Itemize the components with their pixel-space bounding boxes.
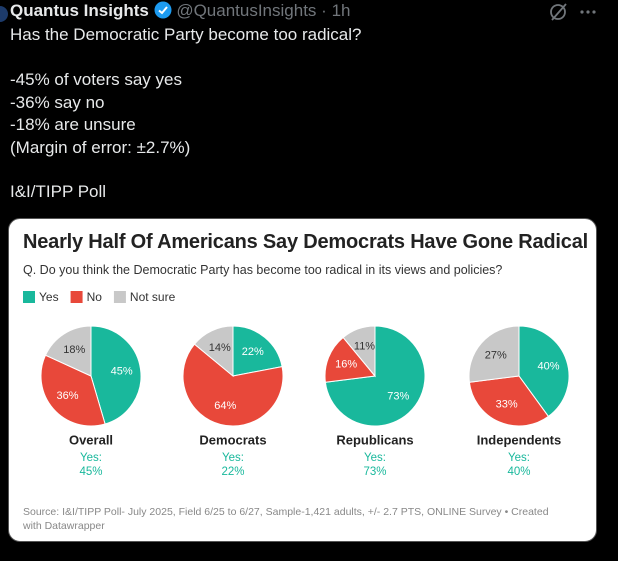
pie-name: Republicans: [336, 432, 413, 447]
tweet-text: I&I/TIPP Poll: [10, 182, 107, 201]
separator: ·: [321, 1, 327, 20]
grok-icon[interactable]: [550, 3, 567, 21]
summary-value: 73%: [363, 466, 386, 478]
slice-label: 11%: [354, 341, 375, 353]
summary-prefix: Yes:: [80, 452, 102, 464]
header-icons: [0, 3, 596, 22]
slice-label: 33%: [496, 398, 518, 410]
pie-name: Overall: [69, 432, 113, 447]
summary-value: 22%: [221, 466, 244, 478]
timestamp[interactable]: 1h: [331, 1, 351, 20]
avatar[interactable]: [0, 6, 8, 22]
tweet-header: Quantus Insights @QuantusInsights · 1h: [10, 1, 350, 21]
tweet-text: -36% say no: [10, 93, 105, 112]
tweet-text: -45% of voters say yes: [10, 70, 182, 89]
slice-label: 27%: [485, 349, 507, 361]
slice-label: 64%: [214, 400, 236, 412]
author-handle[interactable]: @QuantusInsights: [176, 1, 317, 20]
pie-slice: [468, 325, 520, 383]
pie-slice: [44, 325, 92, 377]
pie-name: Democrats: [199, 432, 266, 447]
tweet-text: -18% are unsure: [10, 115, 136, 134]
chart-source: Source: I&I/TIPP Poll- July 2025, Field …: [23, 506, 549, 532]
legend-swatch: [70, 291, 83, 303]
slice-label: 73%: [387, 390, 409, 402]
legend-label: No: [87, 290, 103, 304]
pie-slice: [90, 325, 142, 425]
summary-value: 40%: [507, 466, 530, 478]
author-name[interactable]: Quantus Insights: [10, 1, 149, 20]
legend-swatch: [23, 291, 35, 303]
pie-slice: [468, 375, 550, 427]
chart-subtitle: Q. Do you think the Democratic Party has…: [23, 263, 503, 277]
slice-label: 22%: [242, 346, 264, 358]
tweet-text: Has the Democratic Party become too radi…: [10, 25, 362, 44]
chart: Yes No Not sure 45% 36% 18% Overall Yes: 45% 22% 6…: [23, 290, 570, 478]
tweet-text: (Margin of error: ±2.7%): [10, 138, 191, 157]
slice-label: 45%: [111, 365, 133, 377]
slice-label: 18%: [63, 344, 85, 356]
more-menu[interactable]: [580, 10, 596, 14]
pie-slice: [342, 325, 376, 378]
pie-slice: [232, 325, 283, 377]
chart-card[interactable]: Yes No Not sure 45% 36% 18% Overall Yes: 45% 22% 6…: [8, 218, 597, 542]
pie-slice: [324, 336, 376, 383]
slice-label: 14%: [209, 342, 231, 354]
slice-label: 40%: [537, 360, 559, 372]
summary-value: 45%: [79, 466, 102, 478]
legend-label: Not sure: [130, 290, 176, 304]
pie-slice: [518, 325, 570, 418]
summary-prefix: Yes:: [222, 452, 244, 464]
pie-slice: [193, 325, 234, 378]
legend-swatch: [113, 291, 126, 303]
pie-slice: [182, 343, 284, 427]
verified-badge: [154, 1, 172, 19]
slice-label: 16%: [335, 358, 357, 370]
pie-slice: [40, 354, 106, 427]
pie-name: Independents: [477, 432, 562, 447]
slice-label: 36%: [57, 390, 79, 402]
chart-title: Nearly Half Of Americans Say Democrats H…: [23, 231, 588, 253]
legend-label: Yes: [39, 290, 59, 304]
summary-prefix: Yes:: [364, 452, 386, 464]
summary-prefix: Yes:: [508, 452, 530, 464]
